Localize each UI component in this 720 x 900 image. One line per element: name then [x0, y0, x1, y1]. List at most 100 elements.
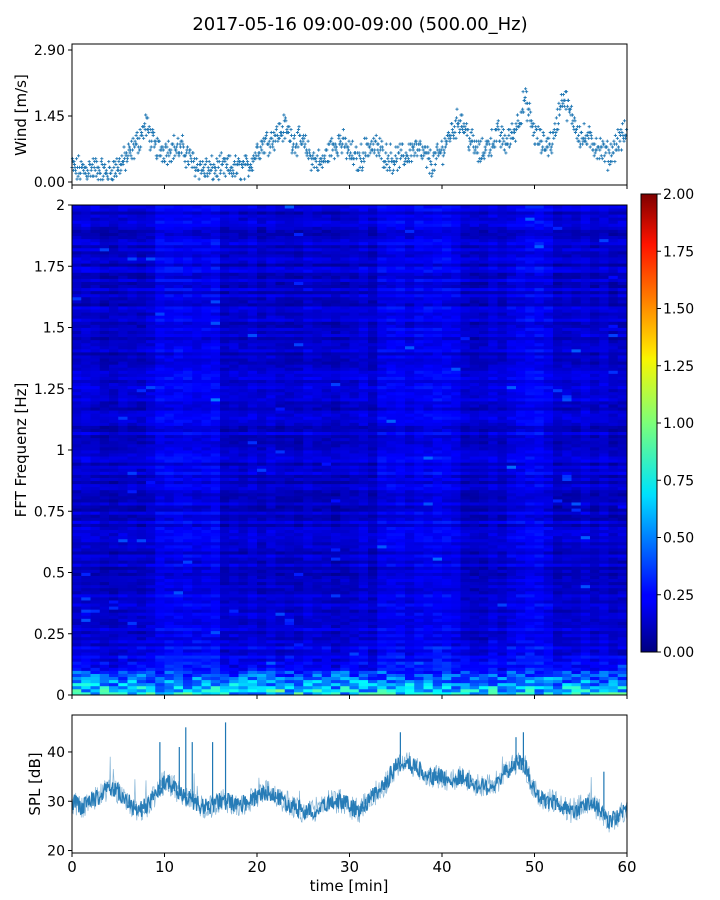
spectrogram-cell — [90, 339, 101, 344]
spectrogram-cell — [90, 688, 101, 693]
spectrogram-cell — [109, 299, 119, 304]
spectrogram-cell — [275, 284, 286, 289]
wind-point — [577, 133, 581, 137]
wind-point — [199, 171, 203, 175]
wind-point — [185, 145, 190, 149]
spectrogram-cell — [109, 214, 119, 218]
spectrogram-cell — [173, 538, 184, 543]
spectrogram-cell — [155, 667, 165, 671]
spectrogram-cell — [173, 495, 184, 500]
spectrogram-cell — [136, 422, 147, 426]
spectrogram-cell — [257, 590, 267, 595]
spectrogram-cell — [247, 670, 258, 674]
spectrogram-cell — [164, 379, 175, 384]
spectrogram-cell — [183, 293, 193, 298]
spectrogram-cell — [229, 499, 239, 503]
spectrogram-cell — [229, 572, 239, 576]
wind-point — [225, 162, 229, 167]
spectrogram-cell — [81, 664, 91, 668]
spectrogram-cell — [118, 590, 128, 595]
wind-point — [507, 133, 511, 137]
spectrogram-cell — [247, 321, 258, 325]
spectrogram-cell — [90, 541, 101, 546]
spectrogram-cell — [146, 407, 156, 411]
spectrogram-cell — [146, 495, 156, 500]
wind-point — [420, 157, 424, 161]
spectrogram-cell — [155, 691, 165, 696]
spectrogram-cell — [109, 667, 119, 671]
spectrogram-cell — [238, 211, 249, 215]
spectrogram-cell — [164, 266, 175, 270]
wind-point — [276, 139, 280, 143]
spectrogram-cell — [173, 450, 184, 454]
wind-point — [188, 148, 192, 152]
wind-point — [241, 160, 246, 164]
spectrogram-cell — [220, 306, 230, 310]
spectrogram-cell — [275, 492, 286, 497]
spectrogram-cell — [90, 462, 101, 466]
spectrogram-cell — [257, 211, 267, 215]
spectrogram-cell — [201, 621, 212, 625]
spectrogram-cell — [99, 275, 110, 279]
spectrogram-cell — [173, 324, 184, 328]
wind-point — [380, 139, 384, 143]
spectrogram-cell — [72, 352, 82, 356]
wind-point — [377, 151, 381, 155]
spectrogram-cell — [99, 597, 110, 601]
spectrogram-cell — [127, 229, 138, 233]
wind-point — [312, 151, 316, 155]
wind-point — [607, 148, 611, 152]
spectrogram-cell — [90, 554, 101, 558]
spectrogram-cell — [210, 284, 221, 289]
wind-point — [340, 142, 344, 146]
spectrogram-cell — [192, 287, 202, 292]
spectrogram-cell — [220, 566, 230, 570]
spectrogram-cell — [99, 489, 110, 494]
spectrogram-cell — [220, 266, 230, 270]
spectrogram-cell — [90, 220, 101, 224]
spectrogram-cell — [81, 459, 91, 463]
spectrogram-cell — [173, 673, 184, 678]
spectrogram-cell — [201, 370, 212, 374]
spectrogram-cell — [81, 306, 91, 310]
spectrogram-cell — [183, 434, 193, 439]
spectrogram-cell — [247, 489, 258, 494]
spectrogram-cell — [220, 407, 230, 411]
spectrogram-cell — [201, 560, 212, 564]
spectrogram-cell — [266, 465, 276, 469]
spectrogram-cell — [192, 394, 202, 399]
spectrogram-cell — [164, 679, 175, 684]
wind-point — [557, 101, 561, 105]
wind-point — [454, 116, 459, 120]
wind-point — [381, 148, 385, 152]
wind-point — [319, 162, 323, 167]
spectrogram-cell — [229, 450, 239, 454]
spectrogram-cell — [109, 578, 119, 583]
spectrogram-cell — [275, 520, 286, 524]
spectrogram-cell — [275, 569, 286, 573]
spectrogram-cell — [155, 321, 165, 325]
spectrogram-cell — [220, 327, 230, 331]
spectrogram-cell — [183, 627, 193, 632]
spectrogram-cell — [210, 217, 221, 221]
spectrogram-cell — [164, 358, 175, 362]
spectrogram-cell — [90, 257, 101, 261]
spectrogram-cell — [146, 508, 156, 512]
spectrogram-cell — [257, 495, 267, 500]
spectrogram-cell — [294, 658, 304, 662]
spectrogram-cell — [72, 609, 82, 613]
spectrogram-cell — [284, 336, 295, 341]
spectrogram-cell — [229, 676, 239, 681]
spectrogram-cell — [127, 361, 138, 365]
spectrogram-cell — [229, 321, 239, 325]
wind-point — [415, 154, 419, 158]
spectrogram-cell — [118, 597, 128, 601]
spectrogram-cell — [220, 330, 230, 335]
spectrogram-cell — [257, 584, 267, 589]
spectrogram-cell — [136, 290, 147, 295]
spectrogram-cell — [257, 379, 267, 384]
spectrogram-cell — [275, 229, 286, 233]
wind-point — [238, 177, 243, 181]
spectrogram-cell — [72, 511, 82, 515]
wind-point — [320, 165, 324, 169]
